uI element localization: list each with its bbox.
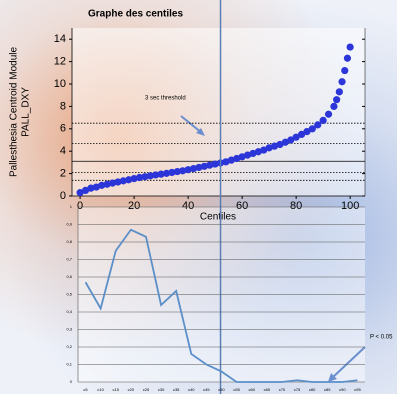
y-tick-label: 4 (60, 145, 66, 157)
point (347, 43, 354, 50)
y-tick-label: 0,5 (66, 292, 72, 297)
x-tick-label: 100 (341, 200, 359, 212)
point (333, 96, 340, 103)
x-tick-label: c85 (324, 387, 331, 392)
x-tick-label: c65 (264, 387, 271, 392)
point (330, 103, 337, 110)
x-tick-label: c95 (354, 387, 361, 392)
point (341, 67, 348, 74)
y-tick-label: 1 (70, 204, 73, 209)
x-tick-label: c80 (309, 387, 316, 392)
x-tick-label: c75 (294, 387, 301, 392)
point (325, 111, 332, 118)
y-tick-label: 12 (54, 56, 66, 68)
chart: Graphe des centiles Pallesthesia Centroi… (0, 0, 397, 394)
annotation: 3 sec threshold (145, 96, 186, 102)
x-tick-label: c25 (143, 387, 150, 392)
point (320, 117, 327, 124)
annotation: P < 0.05 (370, 335, 393, 341)
point (336, 88, 343, 95)
y-tick-label: 0,1 (66, 362, 72, 367)
y-tick-label: 0,7 (66, 257, 72, 262)
y-tick-label: 0,9 (66, 222, 72, 227)
x-tick-label: c45 (203, 387, 210, 392)
x-tick-label: c50 (218, 387, 225, 392)
y-tick-label: 0,4 (66, 309, 72, 314)
x-tick-label: 80 (290, 200, 302, 212)
chart-title: Graphe des centiles (88, 9, 183, 20)
point (344, 55, 351, 62)
y-tick-label: 0,8 (66, 239, 72, 244)
y-tick-label: 0,6 (66, 274, 72, 279)
y-axis-label: Pallesthesia Centroid Module (9, 47, 20, 178)
x-tick-label: c5 (83, 387, 88, 392)
x-tick-label: 40 (182, 200, 194, 212)
y-tick-label: 0 (60, 190, 66, 202)
y-axis-label: PALL_DXY (21, 87, 32, 137)
y-tick-label: 14 (54, 33, 66, 45)
x-tick-label: c35 (173, 387, 180, 392)
y-tick-label: 6 (60, 123, 66, 135)
y-tick-label: 0,2 (66, 344, 72, 349)
x-tick-label: c20 (128, 387, 135, 392)
x-tick-label: c30 (158, 387, 165, 392)
x-tick-label: c15 (113, 387, 120, 392)
y-tick-label: 10 (54, 78, 66, 90)
x-tick-label: c90 (339, 387, 346, 392)
x-tick-label: c60 (248, 387, 255, 392)
y-tick-label: 0,3 (66, 327, 72, 332)
y-tick-label: 0 (70, 379, 73, 384)
x-tick-label: c55 (233, 387, 240, 392)
x-tick-label: c70 (279, 387, 286, 392)
x-tick-label: 60 (236, 200, 248, 212)
x-tick-label: c40 (188, 387, 195, 392)
x-axis-label: Centiles (200, 212, 236, 223)
point (338, 78, 345, 85)
screenshot: Graphe des centiles Pallesthesia Centroi… (0, 0, 397, 394)
y-tick-label: 2 (60, 168, 66, 180)
y-tick-label: 8 (60, 100, 66, 112)
x-tick-label: 20 (128, 200, 140, 212)
x-tick-label: c10 (97, 387, 104, 392)
plot-area (72, 28, 365, 196)
